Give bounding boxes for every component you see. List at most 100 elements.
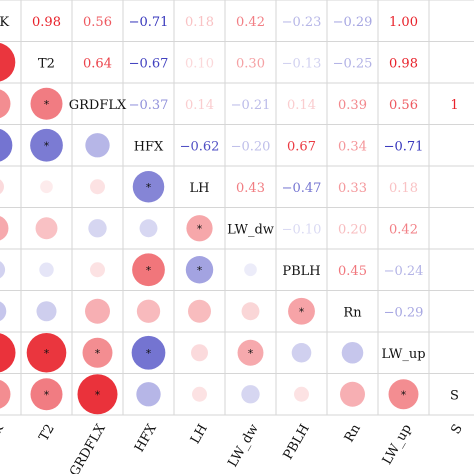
correlation-value: −0.20	[231, 139, 271, 154]
correlation-value: −0.24	[384, 264, 424, 279]
correlation-circle	[0, 379, 11, 409]
correlation-circle	[90, 262, 105, 278]
correlation-value: 1	[450, 98, 458, 113]
correlation-circle	[0, 261, 6, 279]
x-axis-tick-labels: TSK T2 GRDFLX HFX LH LW_dw PBLH Rn LW_up S	[0, 421, 466, 474]
significance-star: *	[44, 388, 50, 401]
correlation-circle	[136, 382, 161, 407]
correlation-value: 0.56	[389, 98, 418, 113]
significance-star: *	[146, 347, 152, 360]
correlation-value: 0.30	[236, 56, 265, 71]
correlation-circle	[0, 301, 7, 322]
correlation-circle	[341, 341, 364, 364]
correlation-circle	[340, 381, 365, 407]
correlation-circle	[30, 128, 63, 162]
correlation-value: 0.33	[338, 181, 367, 196]
correlation-circle	[288, 297, 315, 325]
diagonal-label: LW_up	[381, 347, 425, 362]
significance-star: *	[44, 347, 50, 360]
correlation-circle	[185, 256, 214, 284]
x-tick-label: TSK	[0, 422, 7, 453]
x-tick-label: LW_up	[380, 422, 415, 468]
x-tick-label: LH	[188, 422, 211, 447]
x-tick-label: GRDFLX	[67, 421, 109, 474]
significance-star: *	[146, 264, 152, 277]
correlation-circle	[131, 335, 166, 370]
correlation-value: 0.56	[83, 15, 112, 30]
correlation-circles: ********************	[0, 42, 419, 415]
correlation-circle	[0, 216, 9, 241]
correlation-values: 0.98 0.56 −0.71 0.18 0.42 −0.23 −0.29 1.00 0.64 −…	[32, 15, 459, 321]
correlation-circle	[241, 302, 260, 321]
correlation-circle	[192, 386, 207, 402]
correlation-circle	[388, 379, 419, 410]
correlation-value: 0.20	[338, 222, 367, 237]
x-tick-label: S	[448, 422, 465, 437]
correlation-circle	[191, 344, 208, 362]
correlation-value: −0.71	[129, 15, 169, 30]
significance-star: *	[401, 388, 407, 401]
correlation-value: −0.21	[231, 98, 271, 113]
correlation-value: 0.42	[389, 222, 418, 237]
correlation-circle	[0, 129, 13, 162]
correlation-value: 1.00	[389, 15, 418, 30]
diagonal-label: HFX	[134, 139, 164, 154]
significance-star: *	[248, 347, 254, 360]
correlation-circle	[88, 219, 107, 238]
diagonal-label: LH	[190, 181, 210, 196]
correlation-circle	[132, 171, 165, 203]
diagonal-labels: TSK T2 GRDFLX HFX LH LW_dw PBLH Rn LW_up S	[0, 15, 459, 404]
correlation-value: 0.39	[338, 98, 367, 113]
significance-star: *	[146, 181, 152, 194]
correlation-value: −0.67	[129, 56, 169, 71]
correlation-circle	[0, 333, 16, 373]
significance-star: *	[95, 347, 101, 360]
significance-star: *	[44, 139, 50, 152]
significance-star: *	[197, 264, 203, 277]
correlation-value: 0.18	[389, 181, 418, 196]
correlation-value: 0.14	[185, 98, 214, 113]
correlation-circle	[90, 179, 105, 195]
correlation-circle	[36, 301, 57, 322]
correlation-value: −0.25	[333, 56, 373, 71]
significance-star: *	[44, 98, 50, 111]
x-tick-label: PBLH	[281, 422, 313, 463]
diagonal-label: LW_dw	[227, 222, 274, 237]
diagonal-label: GRDFLX	[69, 98, 127, 113]
correlation-circle	[0, 42, 16, 82]
correlation-value: 0.98	[32, 15, 61, 30]
correlation-value: 0.67	[287, 139, 316, 154]
correlation-circle	[244, 263, 257, 277]
correlation-circle	[82, 337, 113, 368]
correlation-circle	[30, 87, 63, 120]
correlation-circle	[40, 180, 53, 194]
correlation-circle	[136, 299, 161, 323]
correlation-circle	[139, 219, 158, 238]
correlation-value: 0.43	[236, 181, 265, 196]
correlation-circle	[132, 253, 165, 287]
x-tick-label: LW_dw	[226, 422, 262, 470]
correlation-value: 0.14	[287, 98, 316, 113]
correlation-circle	[186, 215, 213, 242]
correlation-circle	[0, 179, 4, 194]
correlation-circle	[77, 374, 118, 415]
correlation-value: −0.71	[384, 139, 424, 154]
correlation-circle	[0, 89, 11, 119]
matrix-grid	[0, 0, 474, 416]
correlation-circle	[188, 299, 211, 323]
correlation-circle	[237, 339, 264, 366]
correlation-circle	[294, 386, 309, 402]
correlation-circle	[85, 298, 110, 324]
correlation-value: −0.29	[384, 305, 424, 320]
diagonal-label: TSK	[0, 15, 9, 30]
correlation-value: −0.13	[282, 56, 322, 71]
correlation-circle	[241, 385, 260, 404]
diagonal-label: PBLH	[282, 264, 320, 279]
correlation-value: 0.18	[185, 15, 214, 30]
correlation-value: 0.42	[236, 15, 265, 30]
correlation-value: −0.47	[282, 181, 322, 196]
correlation-value: 0.98	[389, 56, 418, 71]
correlation-value: −0.10	[282, 222, 322, 237]
correlation-circle	[85, 133, 110, 158]
